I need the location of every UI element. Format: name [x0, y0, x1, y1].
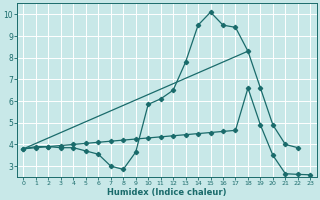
X-axis label: Humidex (Indice chaleur): Humidex (Indice chaleur) — [107, 188, 227, 197]
